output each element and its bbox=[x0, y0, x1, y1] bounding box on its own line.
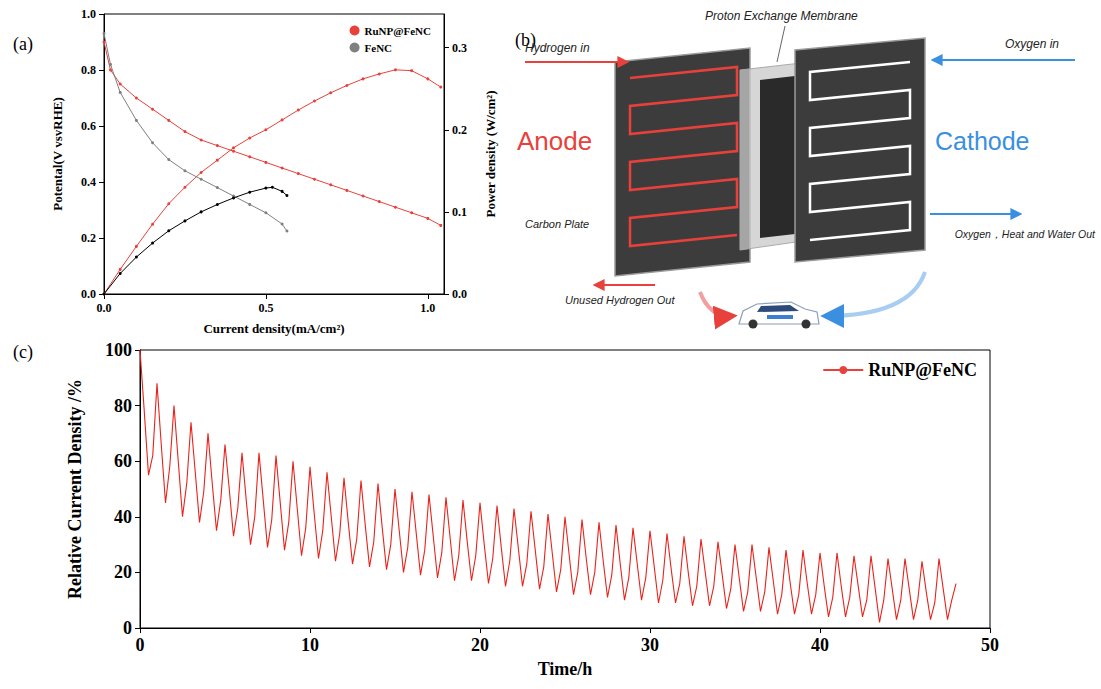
svg-text:0.1: 0.1 bbox=[452, 205, 467, 219]
svg-text:Proton Exchange Membrane: Proton Exchange Membrane bbox=[705, 9, 858, 23]
svg-text:0.0: 0.0 bbox=[81, 287, 96, 301]
svg-text:Potental(V vsvRHE): Potental(V vsvRHE) bbox=[50, 97, 65, 211]
svg-text:1.0: 1.0 bbox=[81, 7, 96, 21]
svg-text:50: 50 bbox=[981, 635, 999, 655]
svg-text:20: 20 bbox=[471, 635, 489, 655]
svg-text:0: 0 bbox=[136, 635, 145, 655]
svg-text:Relative Current Density /%: Relative Current Density /% bbox=[65, 379, 85, 599]
svg-text:(a): (a) bbox=[13, 34, 33, 55]
svg-text:Carbon Plate: Carbon Plate bbox=[525, 218, 589, 230]
svg-text:60: 60 bbox=[114, 451, 132, 471]
svg-text:RuNP@FeNC: RuNP@FeNC bbox=[868, 360, 977, 380]
svg-text:0.0: 0.0 bbox=[452, 287, 467, 301]
svg-text:(c): (c) bbox=[13, 342, 33, 363]
svg-text:0.0: 0.0 bbox=[97, 301, 112, 315]
svg-text:0.4: 0.4 bbox=[81, 175, 96, 189]
svg-text:0: 0 bbox=[123, 618, 132, 638]
svg-text:0.2: 0.2 bbox=[452, 123, 467, 137]
svg-text:40: 40 bbox=[114, 507, 132, 527]
svg-text:80: 80 bbox=[114, 396, 132, 416]
svg-text:Hydrogen in: Hydrogen in bbox=[525, 41, 590, 55]
svg-text:100: 100 bbox=[105, 340, 132, 360]
svg-text:Power density (W/cm²): Power density (W/cm²) bbox=[483, 90, 498, 217]
svg-text:FeNC: FeNC bbox=[365, 42, 393, 54]
svg-text:Cathode: Cathode bbox=[935, 127, 1030, 155]
svg-text:Oxygen，Heat and Water Out: Oxygen，Heat and Water Out bbox=[955, 228, 1096, 240]
svg-text:0.3: 0.3 bbox=[452, 41, 467, 55]
svg-text:0.6: 0.6 bbox=[81, 119, 96, 133]
svg-text:Current density(mA/cm²): Current density(mA/cm²) bbox=[203, 321, 344, 336]
svg-text:Time/h: Time/h bbox=[538, 659, 593, 679]
svg-text:0.2: 0.2 bbox=[81, 231, 96, 245]
svg-text:Oxygen in: Oxygen in bbox=[1005, 37, 1059, 51]
svg-text:30: 30 bbox=[641, 635, 659, 655]
svg-text:10: 10 bbox=[301, 635, 319, 655]
svg-text:0.8: 0.8 bbox=[81, 63, 96, 77]
svg-text:20: 20 bbox=[114, 562, 132, 582]
svg-text:40: 40 bbox=[811, 635, 829, 655]
svg-text:Anode: Anode bbox=[517, 126, 592, 156]
svg-text:RuNP@FeNC: RuNP@FeNC bbox=[365, 25, 432, 37]
svg-text:Unused Hydrogen Out: Unused Hydrogen Out bbox=[565, 294, 675, 306]
svg-text:1.0: 1.0 bbox=[420, 301, 435, 315]
svg-text:0.5: 0.5 bbox=[258, 301, 273, 315]
